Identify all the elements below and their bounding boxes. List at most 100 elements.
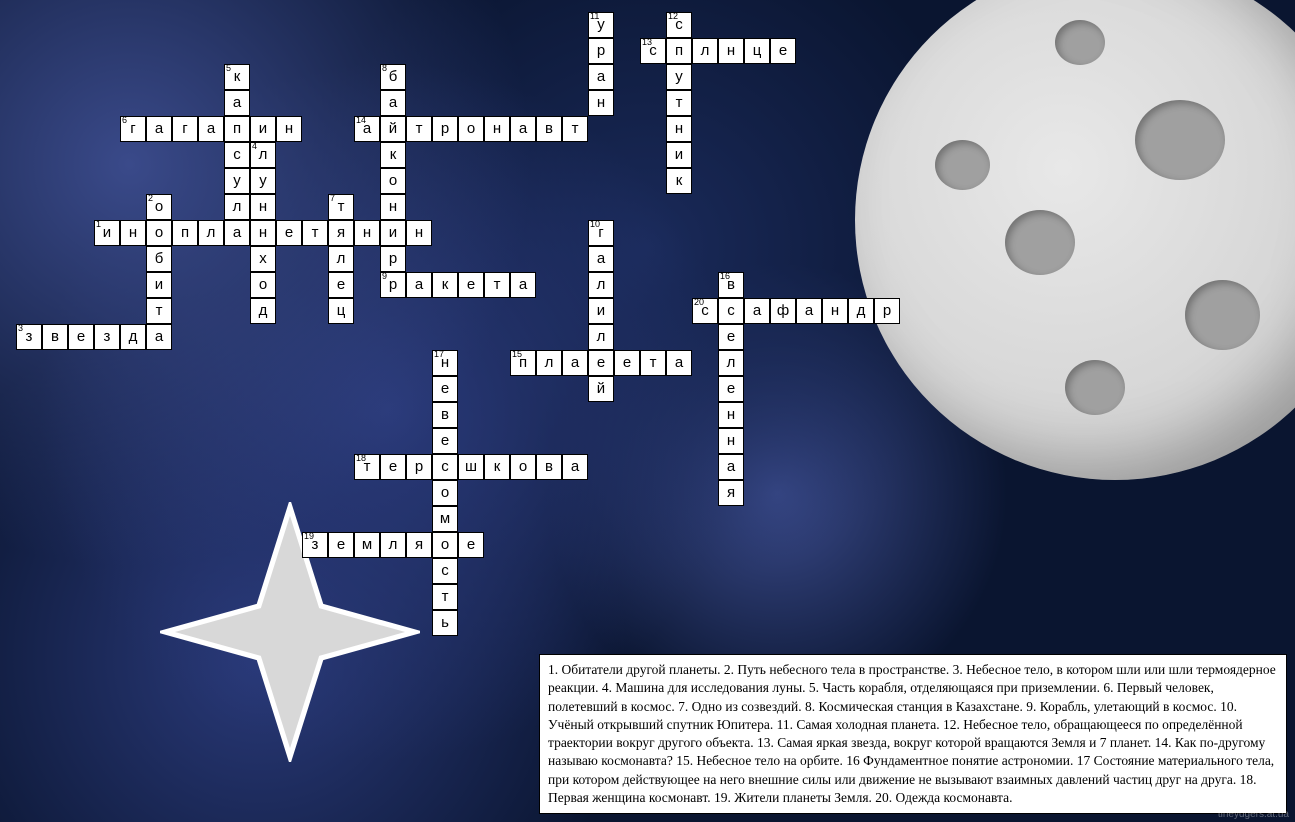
crossword-cell[interactable]: л (380, 532, 406, 558)
crossword-cell[interactable]: т (666, 90, 692, 116)
crossword-cell[interactable]: р (588, 38, 614, 64)
crossword-cell[interactable]: с (432, 454, 458, 480)
crossword-cell[interactable]: г10 (588, 220, 614, 246)
crossword-cell[interactable]: п15 (510, 350, 536, 376)
crossword-cell[interactable]: ц (744, 38, 770, 64)
crossword-cell[interactable]: б8 (380, 64, 406, 90)
crossword-cell[interactable]: т (406, 116, 432, 142)
crossword-cell[interactable]: в (536, 454, 562, 480)
crossword-cell[interactable]: о (250, 272, 276, 298)
crossword-cell[interactable]: е (770, 38, 796, 64)
crossword-cell[interactable]: н (718, 402, 744, 428)
crossword-cell[interactable]: а (224, 220, 250, 246)
crossword-cell[interactable]: е (458, 272, 484, 298)
crossword-cell[interactable]: н (588, 90, 614, 116)
crossword-cell[interactable]: б (146, 246, 172, 272)
crossword-cell[interactable]: е (328, 272, 354, 298)
crossword-cell[interactable]: н (718, 428, 744, 454)
crossword-cell[interactable]: ц (328, 298, 354, 324)
crossword-cell[interactable]: т (432, 584, 458, 610)
crossword-cell[interactable]: к (484, 454, 510, 480)
crossword-cell[interactable]: е (68, 324, 94, 350)
crossword-cell[interactable]: р9 (380, 272, 406, 298)
crossword-cell[interactable]: и1 (94, 220, 120, 246)
crossword-cell[interactable]: е (718, 376, 744, 402)
crossword-cell[interactable]: п (224, 116, 250, 142)
crossword-cell[interactable]: в (536, 116, 562, 142)
crossword-cell[interactable]: а (380, 90, 406, 116)
crossword-cell[interactable]: й (588, 376, 614, 402)
crossword-cell[interactable]: а (562, 454, 588, 480)
crossword-cell[interactable]: е (458, 532, 484, 558)
crossword-cell[interactable]: е (614, 350, 640, 376)
crossword-cell[interactable]: а (744, 298, 770, 324)
crossword-cell[interactable]: п (666, 38, 692, 64)
crossword-cell[interactable]: к (432, 272, 458, 298)
crossword-cell[interactable]: я (406, 532, 432, 558)
crossword-cell[interactable]: с (718, 298, 744, 324)
crossword-cell[interactable]: н (250, 194, 276, 220)
crossword-cell[interactable]: и (588, 298, 614, 324)
crossword-cell[interactable]: л4 (250, 142, 276, 168)
crossword-cell[interactable]: н (354, 220, 380, 246)
crossword-cell[interactable]: е (588, 350, 614, 376)
crossword-cell[interactable]: л (224, 194, 250, 220)
crossword-cell[interactable]: а (146, 324, 172, 350)
crossword-cell[interactable]: у11 (588, 12, 614, 38)
crossword-cell[interactable]: и (250, 116, 276, 142)
crossword-cell[interactable]: а (198, 116, 224, 142)
crossword-cell[interactable]: а (224, 90, 250, 116)
crossword-cell[interactable]: а (562, 350, 588, 376)
crossword-cell[interactable]: х (250, 246, 276, 272)
crossword-cell[interactable]: р (432, 116, 458, 142)
crossword-cell[interactable]: е (276, 220, 302, 246)
crossword-cell[interactable]: з (94, 324, 120, 350)
crossword-cell[interactable]: л (718, 350, 744, 376)
crossword-cell[interactable]: ь (432, 610, 458, 636)
crossword-cell[interactable]: в16 (718, 272, 744, 298)
crossword-cell[interactable]: а (588, 64, 614, 90)
crossword-cell[interactable]: д (120, 324, 146, 350)
crossword-cell[interactable]: я (718, 480, 744, 506)
crossword-cell[interactable]: л (536, 350, 562, 376)
crossword-cell[interactable]: т18 (354, 454, 380, 480)
crossword-cell[interactable]: у (666, 64, 692, 90)
crossword-cell[interactable]: л (588, 272, 614, 298)
crossword-cell[interactable]: в (42, 324, 68, 350)
crossword-cell[interactable]: н (484, 116, 510, 142)
crossword-cell[interactable]: е (432, 428, 458, 454)
crossword-cell[interactable]: ф (770, 298, 796, 324)
crossword-cell[interactable]: в (432, 402, 458, 428)
crossword-cell[interactable]: е (432, 376, 458, 402)
crossword-cell[interactable]: р (406, 454, 432, 480)
crossword-cell[interactable]: р (874, 298, 900, 324)
crossword-cell[interactable]: и (380, 220, 406, 246)
crossword-cell[interactable]: з3 (16, 324, 42, 350)
crossword-cell[interactable]: а (666, 350, 692, 376)
crossword-cell[interactable]: т (484, 272, 510, 298)
crossword-cell[interactable]: г (172, 116, 198, 142)
crossword-cell[interactable]: а (146, 116, 172, 142)
crossword-cell[interactable]: н (380, 194, 406, 220)
crossword-cell[interactable]: у (224, 168, 250, 194)
crossword-cell[interactable]: я (328, 220, 354, 246)
crossword-cell[interactable]: т7 (328, 194, 354, 220)
crossword-cell[interactable]: р (380, 246, 406, 272)
crossword-cell[interactable]: й (380, 116, 406, 142)
crossword-cell[interactable]: з19 (302, 532, 328, 558)
crossword-cell[interactable]: а (588, 246, 614, 272)
crossword-cell[interactable]: е (328, 532, 354, 558)
crossword-cell[interactable]: м (354, 532, 380, 558)
crossword-cell[interactable]: у (250, 168, 276, 194)
crossword-cell[interactable]: д (848, 298, 874, 324)
crossword-cell[interactable]: н (120, 220, 146, 246)
crossword-cell[interactable]: о (432, 480, 458, 506)
crossword-cell[interactable]: г6 (120, 116, 146, 142)
crossword-cell[interactable]: н (666, 116, 692, 142)
crossword-cell[interactable]: е (380, 454, 406, 480)
crossword-cell[interactable]: ш (458, 454, 484, 480)
crossword-cell[interactable]: а (796, 298, 822, 324)
crossword-cell[interactable]: о (510, 454, 536, 480)
crossword-cell[interactable]: к5 (224, 64, 250, 90)
crossword-cell[interactable]: о2 (146, 194, 172, 220)
